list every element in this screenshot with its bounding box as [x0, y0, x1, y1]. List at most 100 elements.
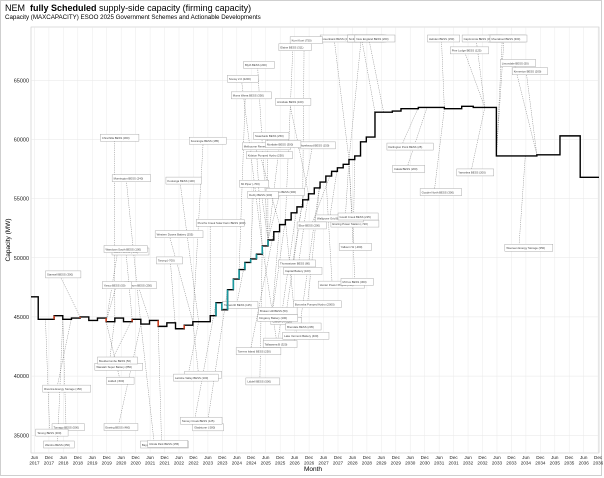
x-tick-month: Dec	[594, 455, 603, 460]
x-tick-year: 2036	[593, 461, 603, 466]
annotation-label: Calala BESS (200)	[394, 167, 418, 171]
x-tick-year: 2024	[232, 461, 243, 466]
annotation-box-bg	[43, 440, 75, 449]
x-tick-year: 2031	[434, 461, 445, 466]
x-tick-month: Jun	[580, 455, 588, 460]
x-tick-year: 2028	[362, 461, 373, 466]
x-tick-month: Jun	[464, 455, 472, 460]
x-tick-year: 2027	[318, 461, 329, 466]
annotation-box-bg	[275, 98, 312, 106]
annotation-box-bg	[42, 384, 91, 393]
annotation-box: Stoney Creek BESS (125)	[180, 416, 223, 425]
annotation-label: Chinchilla BESS (300)	[102, 136, 130, 140]
annotation-box: Eraring BESS (460)	[103, 423, 139, 431]
annotation-box-bg	[173, 373, 219, 382]
x-tick-month: Dec	[421, 455, 430, 460]
annotation-box: Bouldercombe BESS (50)	[97, 356, 138, 365]
annotation-box-bg	[154, 230, 204, 239]
annotation-box: Kurri Kurri (750)	[289, 36, 323, 44]
annotation-label: Limondale BESS (50)	[502, 61, 529, 65]
x-tick-year: 2033	[506, 461, 517, 466]
annotation-box-bg	[147, 440, 188, 448]
annotation-box: Snowy 2.0 (2200)	[227, 75, 259, 83]
x-tick-year: 2028	[347, 461, 358, 466]
annotation-label: Snowy 2.0 (2200)	[229, 77, 251, 81]
annotation-box: Tarong BESS (300)	[35, 428, 69, 437]
annotation-label: Tarong (-700)	[158, 259, 175, 263]
x-tick-year: 2030	[420, 461, 431, 466]
annotation-box: Yarranlea BESS (200)	[456, 168, 494, 177]
annotation-label: Koolunga BESS (100)	[167, 179, 194, 183]
annotation-label: Capricornia BESS (300)	[464, 37, 494, 41]
annotation-box: Blyth BESS (200)	[243, 61, 275, 69]
annotation-box: Elaine BESS (311)	[278, 43, 312, 51]
annotation-box-bg	[227, 75, 259, 83]
annotation-label: Hazelwood BESS (150)	[300, 144, 329, 148]
annotation-box-bg	[45, 270, 82, 279]
annotation-label: Mannum BESS (250)	[126, 283, 152, 287]
annotation-label: Borumba Pumped Hydro (2000)	[295, 303, 335, 307]
annotation-box-bg	[195, 219, 245, 227]
annotation-box: Lake Vermont Battery (400)	[282, 332, 330, 340]
y-tick-label: 55000	[14, 197, 29, 203]
x-tick-month: Jun	[349, 455, 357, 460]
annotation-leader	[271, 224, 280, 319]
annotation-leader	[368, 38, 384, 113]
x-tick-year: 2036	[579, 461, 590, 466]
annotation-box: Yanco BESS (50)	[101, 281, 132, 289]
annotation-box: Wandoan South BESS (100)	[103, 245, 148, 253]
annotation-box-bg	[278, 259, 316, 268]
annotation-label: Mt Piper (-700)	[241, 182, 260, 186]
capacity-line	[31, 105, 599, 330]
x-tick-month: Dec	[45, 455, 54, 460]
annotation-box: Hazelwood BESS (150)	[298, 141, 336, 150]
x-tick-year: 2034	[521, 461, 532, 466]
annotation-box: Mt Fox BESS (300)	[340, 278, 374, 286]
x-tick-month: Dec	[392, 455, 401, 460]
annotation-leader	[140, 323, 155, 446]
annotation-labels: Kidston Pumped Hydro (250) Snowy 2.0 (220…	[35, 34, 554, 449]
x-tick-year: 2023	[217, 461, 228, 466]
annotation-label: Hebden BESS (150)	[429, 37, 454, 41]
annotation-box: Capital Battery (100)	[283, 267, 323, 275]
annotation-box: Swanbank BESS (250)	[253, 132, 290, 140]
annotation-label: Waratah Super Battery (850)	[96, 365, 132, 369]
x-tick-month: Jun	[291, 455, 299, 460]
x-tick-year: 2027	[333, 461, 344, 466]
x-tick-month: Dec	[363, 455, 372, 460]
x-tick-month: Jun	[204, 455, 212, 460]
x-tick-month: Jun	[320, 455, 328, 460]
annotation-label: Broken Hill BESS (50)	[260, 309, 288, 313]
annotation-box-bg	[337, 212, 379, 221]
x-tick-year: 2017	[44, 461, 55, 466]
x-tick-year: 2033	[492, 461, 503, 466]
x-tick-year: 2023	[203, 461, 214, 466]
x-tick-year: 2035	[550, 461, 561, 466]
annotation-label: Ulinda Park BESS (155)	[149, 442, 179, 446]
x-axis-ticks: Jun2017Dec2017Jun2018Dec2018Jun2019Dec20…	[29, 455, 603, 466]
annotation-box-bg	[283, 267, 323, 275]
annotation-leader	[57, 319, 63, 446]
annotation-box: Thomastown BESS (80)	[278, 259, 316, 268]
annotation-box-bg	[257, 314, 298, 322]
annotation-box-bg	[253, 132, 290, 140]
annotation-box: Tallawarra B (320)	[262, 340, 298, 348]
annotation-box: Darlington Point BESS (25)	[386, 142, 434, 151]
annotation-box: Western Downs Battery (255)	[154, 230, 204, 239]
annotation-box-bg	[246, 151, 293, 159]
annotation-leader	[361, 38, 376, 113]
capacity-series	[31, 105, 599, 330]
annotation-label: Hunter Power Project (750)	[320, 283, 354, 287]
annotation-label: Wellington BESS (300)	[268, 190, 297, 194]
annotation-box-bg	[103, 423, 139, 431]
annotation-box: Wooreen Energy Storage (350)	[504, 244, 554, 252]
annotation-box-bg	[103, 245, 148, 253]
x-tick-year: 2032	[463, 461, 474, 466]
x-tick-month: Dec	[536, 455, 545, 460]
annotation-label: Goyder North BESS (300)	[422, 190, 454, 194]
annotation-box: Koorangie BESS (185)	[189, 136, 227, 145]
plot-area	[30, 26, 600, 454]
annotation-leader	[400, 107, 419, 148]
annotation-box: Pine Lodge BESS (125)	[450, 46, 489, 55]
annotation-box-bg	[180, 416, 223, 425]
